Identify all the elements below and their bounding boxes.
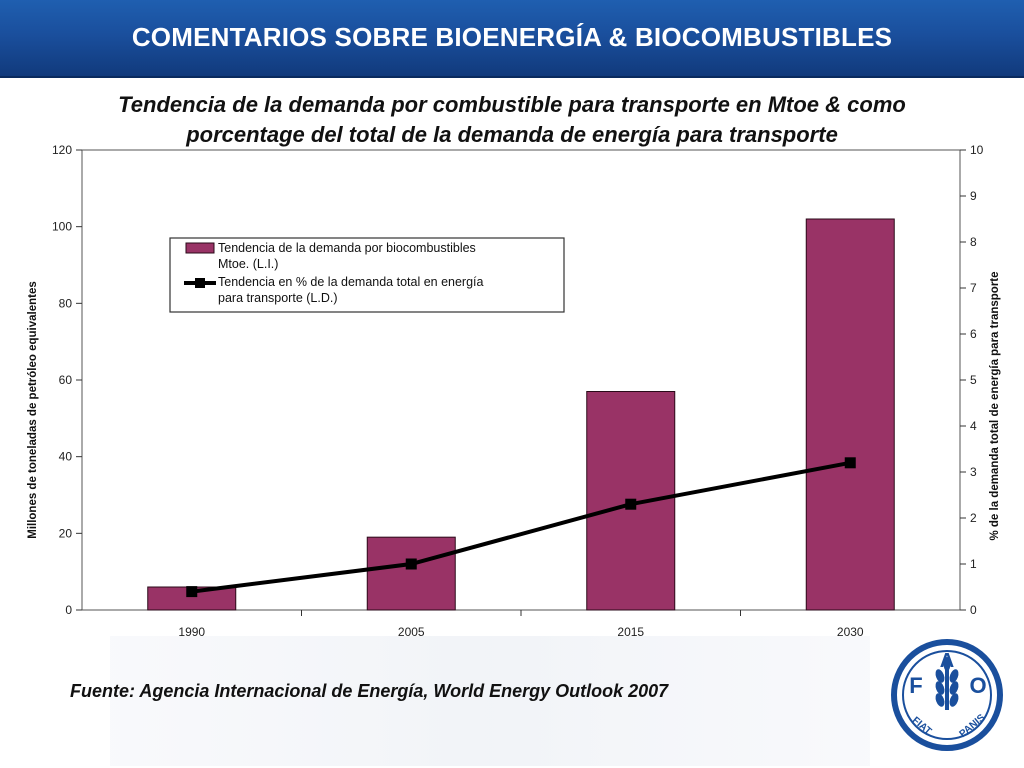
y-tick-label: 0 xyxy=(65,603,72,617)
y-tick-label: 60 xyxy=(59,373,73,387)
chart-title: Tendencia de la demanda por combustible … xyxy=(30,90,994,150)
legend-swatch-marker xyxy=(195,278,205,288)
header-banner: COMENTARIOS SOBRE BIOENERGÍA & BIOCOMBUS… xyxy=(0,0,1024,78)
logo-letter-f: F xyxy=(909,673,922,698)
x-tick-label: 2030 xyxy=(837,625,864,639)
y2-tick-label: 5 xyxy=(970,373,977,387)
legend-label-line-line-1: Tendencia en % de la demanda total en en… xyxy=(218,275,484,289)
slide-title: COMENTARIOS SOBRE BIOENERGÍA & BIOCOMBUS… xyxy=(131,22,893,52)
y2-tick-label: 7 xyxy=(970,281,977,295)
y2-tick-label: 3 xyxy=(970,465,977,479)
legend-label-bar-line-1: Tendencia de la demanda por biocombustib… xyxy=(218,241,476,255)
y2-axis-title: % de la demanda total de energía para tr… xyxy=(989,271,1001,540)
y2-tick-label: 8 xyxy=(970,235,977,249)
legend-label-bar-line-2: Mtoe. (L.I.) xyxy=(218,257,278,271)
y2-tick-label: 10 xyxy=(970,143,984,157)
fao-logo: F A O FIAT PANIS xyxy=(891,639,1003,751)
legend-swatch-bar xyxy=(185,242,215,254)
source-note: Fuente: Agencia Internacional de Energía… xyxy=(70,681,669,701)
y2-tick-label: 0 xyxy=(970,603,977,617)
bar-line-chart: 0 20 40 60 80 100 120 0 1 2 3 4 5 6 7 8 9 10 1990 2005 201… xyxy=(27,143,1001,639)
x-tick-label: 1990 xyxy=(178,625,205,639)
y-tick-label: 40 xyxy=(59,450,73,464)
chart-title-line-2: porcentage del total de la demanda de en… xyxy=(186,122,838,147)
bar xyxy=(805,218,895,611)
bar xyxy=(366,536,456,611)
y2-tick-label: 2 xyxy=(970,511,977,525)
y2-tick-label: 4 xyxy=(970,419,977,433)
x-tick-label: 2015 xyxy=(617,625,644,639)
y-tick-label: 100 xyxy=(52,220,72,234)
background-watermark xyxy=(110,636,870,766)
y-tick-label: 20 xyxy=(59,526,73,540)
series-line xyxy=(191,460,851,594)
y2-tick-label: 6 xyxy=(970,327,977,341)
y-tick-label: 120 xyxy=(52,143,72,157)
line-point xyxy=(186,586,198,598)
x-tick-label: 2005 xyxy=(398,625,425,639)
legend-label-line-line-2: para transporte (L.D.) xyxy=(218,291,338,305)
logo-letter-o: O xyxy=(969,673,986,698)
y2-tick-label: 9 xyxy=(970,189,977,203)
y2-tick-label: 1 xyxy=(970,557,977,571)
line-point xyxy=(405,558,417,570)
logo-letter-a: A xyxy=(940,650,954,672)
wheat-ear-icon xyxy=(935,657,959,710)
y-tick-label: 80 xyxy=(59,296,73,310)
line-point xyxy=(844,457,856,469)
legend-box xyxy=(169,237,565,313)
y-axis-title: Millones de toneladas de petróleo equiva… xyxy=(27,281,39,539)
line-point xyxy=(625,498,637,510)
chart-title-line-1: Tendencia de la demanda por combustible … xyxy=(118,92,906,117)
